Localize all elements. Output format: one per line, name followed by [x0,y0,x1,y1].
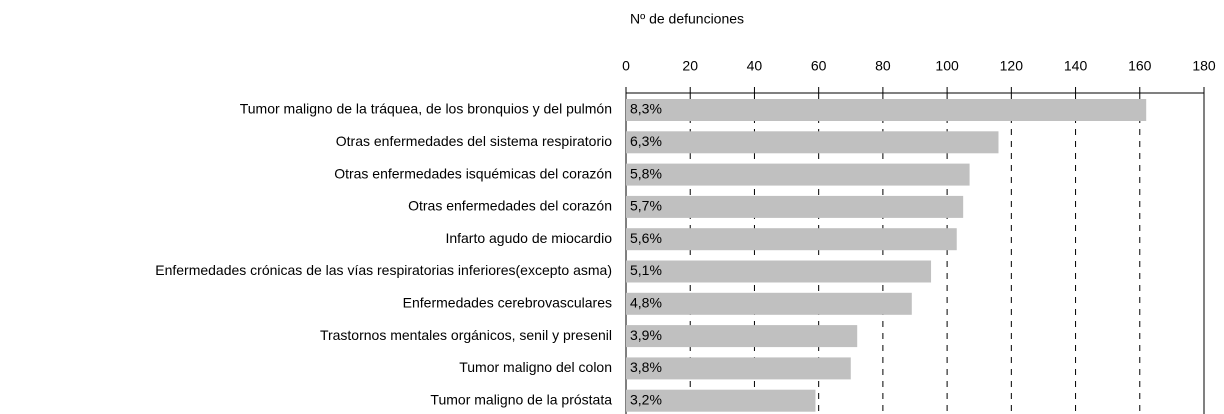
y-tick-label: Tumor maligno del colon [459,359,612,375]
data-label: 5,1% [630,262,662,278]
data-label: 3,2% [630,391,662,407]
y-tick-label: Trastornos mentales orgánicos, senil y p… [320,327,612,343]
data-label: 6,3% [630,133,662,149]
bar [626,325,858,348]
y-tick-label: Otras enfermedades isquémicas del corazó… [334,165,612,181]
y-tick-label: Tumor maligno de la tráquea, de los bron… [240,101,612,117]
y-tick-label: Tumor maligno de la próstata [430,391,612,407]
bar [626,260,932,283]
data-label: 5,8% [630,165,662,181]
bar [626,228,957,251]
x-tick-label: 120 [1000,58,1024,74]
x-tick-label: 0 [622,58,630,74]
bar [626,131,999,154]
bar [626,163,970,186]
data-label: 8,3% [630,101,662,117]
bar [626,357,851,380]
y-tick-label: Enfermedades crónicas de las vías respir… [155,262,612,278]
x-tick-label: 160 [1128,58,1152,74]
data-label: 5,6% [630,230,662,246]
x-tick-label: 20 [682,58,698,74]
x-tick-label: 80 [875,58,891,74]
bar [626,389,816,412]
x-tick-label: 140 [1064,58,1088,74]
y-tick-label: Infarto agudo de miocardio [445,230,612,246]
x-tick-label: 40 [747,58,763,74]
x-tick-label: 180 [1192,58,1216,74]
bar [626,195,964,218]
bar [626,99,1147,121]
y-tick-label: Otras enfermedades del sistema respirato… [336,133,612,149]
x-tick-label: 100 [935,58,959,74]
x-tick-label: 60 [811,58,827,74]
y-tick-label: Otras enfermedades del corazón [408,198,612,214]
y-tick-label: Enfermedades cerebrovasculares [403,295,612,311]
data-label: 3,8% [630,359,662,375]
data-label: 5,7% [630,198,662,214]
data-label: 4,8% [630,295,662,311]
axis-title: Nº de defunciones [630,11,744,27]
bar [626,292,912,315]
data-label: 3,9% [630,327,662,343]
